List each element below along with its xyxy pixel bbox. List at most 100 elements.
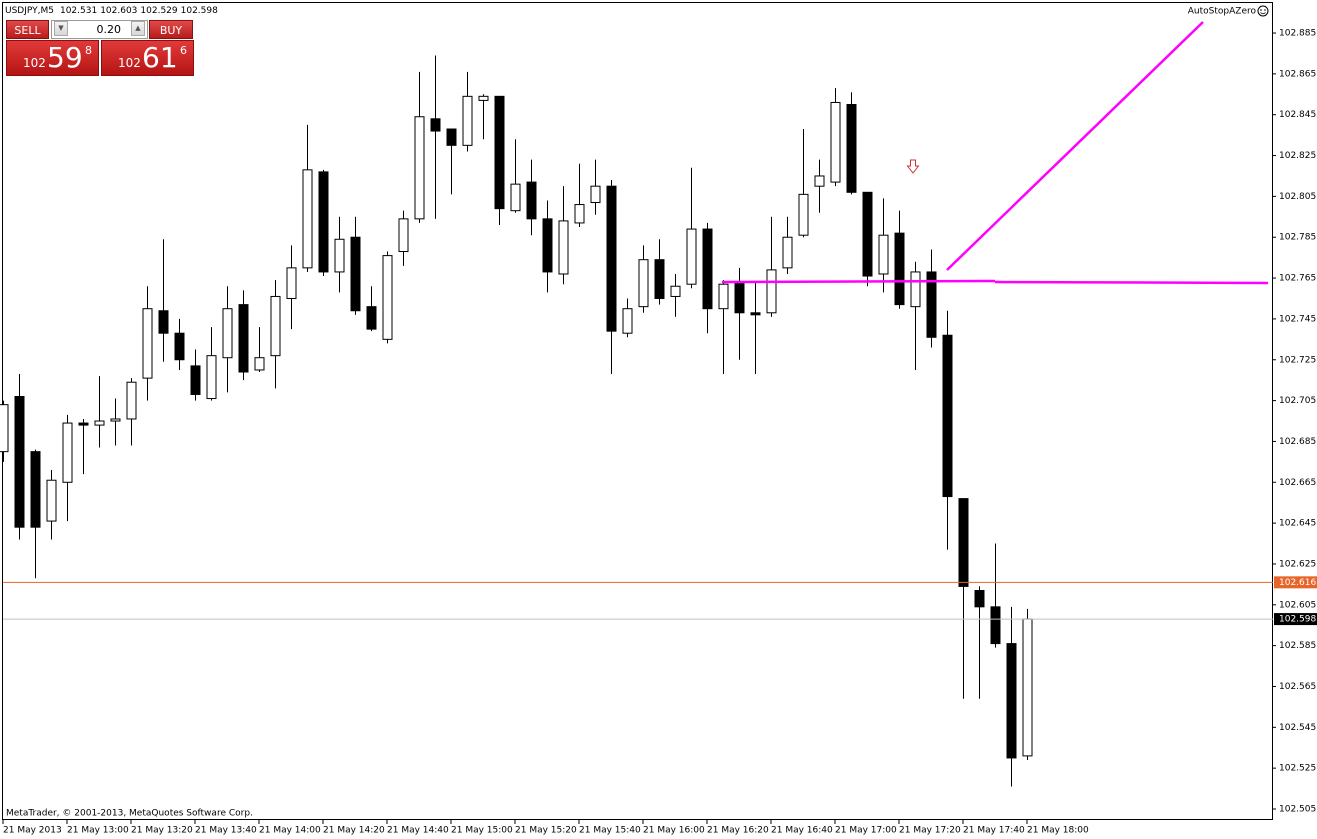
x-tick-label: 21 May 15:40 — [579, 826, 641, 836]
candle-body — [862, 191, 873, 277]
lot-increase[interactable]: ▲ — [131, 21, 145, 36]
sell-price-big: 102 — [23, 56, 46, 70]
horizontal-line-object — [721, 279, 996, 284]
candle-body — [958, 498, 969, 587]
candle-body — [734, 281, 745, 314]
candle-body — [366, 306, 377, 330]
y-tick-label: 102.765 — [1279, 274, 1316, 284]
candle-body — [334, 238, 345, 273]
y-tick-label: 102.845 — [1279, 110, 1316, 120]
x-tick-label: 21 May 2013 — [3, 826, 62, 836]
sell-arrow — [906, 159, 920, 174]
candle-body — [894, 232, 905, 306]
candle-body — [606, 185, 617, 332]
candle-body — [798, 193, 809, 236]
sell-button[interactable]: SELL — [6, 20, 49, 39]
candle-body — [174, 332, 185, 361]
candle-body — [542, 218, 553, 273]
candle-body — [302, 169, 313, 269]
candle-body — [702, 228, 713, 310]
x-tick-label: 21 May 15:00 — [451, 826, 513, 836]
candle-body — [718, 283, 729, 310]
buy-quote[interactable]: 102 61 6 — [101, 40, 194, 76]
plot-frame — [2, 2, 1273, 820]
trend-line-object — [946, 21, 1204, 271]
lot-decrease[interactable]: ▼ — [54, 21, 68, 36]
price-label-box — [1274, 613, 1317, 626]
y-tick-label: 102.805 — [1279, 192, 1316, 202]
candle-body — [766, 269, 777, 314]
candle-body — [462, 95, 473, 146]
x-tick-label: 21 May 17:20 — [899, 826, 961, 836]
candle-body — [574, 204, 585, 224]
trade-panel: SELL 0.20 ▼ ▲ BUY 102 59 8 102 61 6 — [6, 20, 194, 77]
y-tick-label: 102.565 — [1279, 682, 1316, 692]
buy-price-big: 102 — [118, 56, 141, 70]
candle-body — [270, 295, 281, 357]
x-tick-label: 21 May 13:20 — [131, 826, 193, 836]
candle-body — [590, 185, 601, 204]
copyright: MetaTrader, © 2001-2013, MetaQuotes Soft… — [6, 809, 253, 819]
candle-body — [974, 589, 985, 608]
candle-body — [942, 334, 953, 498]
chart-header: USDJPY,M5 102.531 102.603 102.529 102.598 — [5, 6, 218, 16]
candle-body — [878, 234, 889, 275]
candle-body — [126, 381, 137, 420]
ohlc-high: 102.603 — [100, 6, 137, 16]
ohlc-close: 102.598 — [181, 6, 218, 16]
candle-body — [78, 422, 89, 426]
y-tick-label: 102.885 — [1279, 29, 1316, 39]
lot-input[interactable]: 0.20 — [51, 20, 148, 39]
candle-body — [0, 404, 9, 453]
x-tick-label: 21 May 16:20 — [707, 826, 769, 836]
candle-body — [414, 116, 425, 220]
symbol: USDJPY,M5 — [5, 6, 54, 16]
x-tick-label: 21 May 17:40 — [963, 826, 1025, 836]
x-tick-label: 21 May 16:40 — [771, 826, 833, 836]
candle-body — [446, 128, 457, 146]
y-tick-label: 102.725 — [1279, 355, 1316, 365]
candle-body — [30, 451, 41, 528]
y-tick-label: 102.525 — [1279, 764, 1316, 774]
buy-button[interactable]: BUY — [149, 20, 193, 39]
candle-body — [254, 357, 265, 371]
horizontal-line-object — [994, 280, 1269, 285]
candle-body — [622, 308, 633, 334]
candle-body — [62, 422, 73, 483]
candle-body — [350, 236, 361, 312]
ohlc-low: 102.529 — [140, 6, 177, 16]
candle-body — [1022, 618, 1033, 757]
candle-body — [846, 104, 857, 193]
candle-body — [222, 308, 233, 359]
x-tick-label: 21 May 17:00 — [835, 826, 897, 836]
candle-body — [190, 365, 201, 395]
smiley — [1257, 5, 1269, 17]
sell-quote[interactable]: 102 59 8 — [6, 40, 99, 76]
candle-body — [654, 259, 665, 299]
x-tick-label: 21 May 15:20 — [515, 826, 577, 836]
candle-body — [286, 267, 297, 299]
candle-body — [318, 171, 329, 273]
y-tick-label: 102.685 — [1279, 437, 1316, 447]
y-tick-label: 102.605 — [1279, 600, 1316, 610]
y-tick-label: 102.745 — [1279, 314, 1316, 324]
x-tick-label: 21 May 14:20 — [323, 826, 385, 836]
candle-body — [830, 101, 841, 183]
y-tick-label: 102.625 — [1279, 559, 1316, 569]
candle-body — [670, 285, 681, 297]
candle-body — [142, 308, 153, 379]
price-label: 102.598 — [1279, 615, 1316, 625]
candle-body — [94, 420, 105, 426]
candle-body — [558, 220, 569, 275]
y-tick-label: 102.585 — [1279, 641, 1316, 651]
candle-body — [158, 310, 169, 334]
candle-body — [430, 118, 441, 132]
candle-body — [910, 271, 921, 308]
candle-body — [638, 259, 649, 308]
candle-body — [206, 355, 217, 400]
candle-body — [14, 396, 25, 528]
candle-body — [494, 95, 505, 210]
candle-body — [110, 418, 121, 422]
x-tick-label: 21 May 14:00 — [259, 826, 321, 836]
